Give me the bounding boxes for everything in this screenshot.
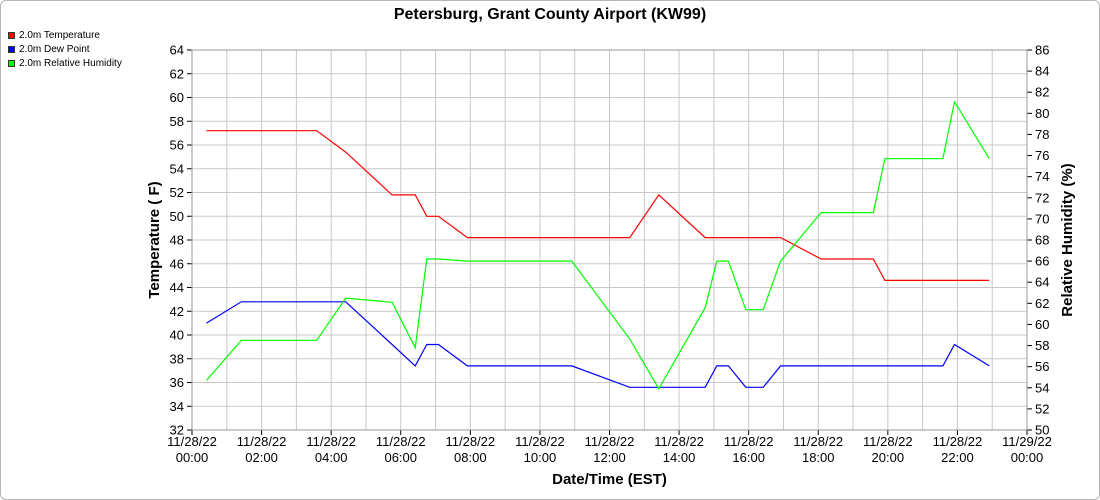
y-tick-label: 62 [170, 66, 184, 81]
x-tick-label-date: 11/28/22 [515, 434, 565, 449]
y-tick-label: 64 [170, 43, 184, 58]
series-line-dew-point [206, 301, 990, 388]
x-tick-label-time: 00:00 [176, 450, 209, 465]
x-tick-label-date: 11/28/22 [863, 434, 913, 449]
x-tick-label-time: 06:00 [384, 450, 417, 465]
legend-item-relative-humidity: 2.0m Relative Humidity [8, 56, 122, 70]
temperature-swatch [8, 31, 15, 39]
y2-tick-label: 66 [1035, 254, 1049, 269]
x-tick-label-date: 11/28/22 [237, 434, 287, 449]
x-tick-label-date: 11/28/22 [793, 434, 843, 449]
x-tick-label-date: 11/28/22 [933, 434, 983, 449]
y2-tick-label: 64 [1035, 275, 1049, 290]
series-line-relative-humidity [206, 100, 990, 390]
x-tick-label-time: 00:00 [1011, 450, 1044, 465]
y2-tick-label: 74 [1035, 169, 1049, 184]
x-tick-label-time: 02:00 [245, 450, 278, 465]
y-tick-label: 48 [170, 233, 184, 248]
y2-tick-label: 76 [1035, 148, 1049, 163]
y2-tick-label: 62 [1035, 296, 1049, 311]
y2-tick-label: 78 [1035, 127, 1049, 142]
x-tick-label-time: 04:00 [315, 450, 348, 465]
y-tick-label: 38 [170, 351, 184, 366]
x-tick-label-time: 20:00 [872, 450, 905, 465]
y-tick-label: 56 [170, 138, 184, 153]
x-tick-label-date: 11/28/22 [446, 434, 496, 449]
y2-tick-label: 72 [1035, 190, 1049, 205]
dew-point-swatch [8, 45, 15, 53]
y2-tick-label: 80 [1035, 106, 1049, 121]
y-tick-label: 32 [170, 423, 184, 438]
x-tick-label-time: 10:00 [524, 450, 557, 465]
y-tick-label: 34 [170, 399, 184, 414]
x-tick-label-date: 11/28/22 [376, 434, 426, 449]
series-line-temperature [206, 130, 990, 281]
y2-tick-label: 82 [1035, 85, 1049, 100]
y2-tick-label: 56 [1035, 359, 1049, 374]
x-tick-label-time: 12:00 [593, 450, 626, 465]
y-tick-label: 60 [170, 90, 184, 105]
legend-label-temperature: 2.0m Temperature [19, 29, 100, 41]
y2-tick-label: 54 [1035, 380, 1049, 395]
legend-item-temperature: 2.0m Temperature [8, 28, 122, 42]
legend-item-dew-point: 2.0m Dew Point [8, 42, 122, 56]
x-tick-label-time: 16:00 [732, 450, 765, 465]
x-tick-label-date: 11/28/22 [724, 434, 774, 449]
y2-tick-label: 70 [1035, 211, 1049, 226]
y-tick-label: 36 [170, 375, 184, 390]
x-tick-label-time: 22:00 [941, 450, 974, 465]
x-tick-label-date: 11/28/22 [585, 434, 635, 449]
y2-tick-label: 50 [1035, 423, 1049, 438]
y-tick-label: 54 [170, 161, 184, 176]
y-tick-label: 46 [170, 256, 184, 271]
y-axis-label: Temperature ( F) [146, 181, 163, 298]
x-tick-label-date: 11/28/22 [167, 434, 217, 449]
legend-label-dew-point: 2.0m Dew Point [19, 43, 90, 55]
y2-tick-label: 68 [1035, 233, 1049, 248]
plot-area-border [191, 49, 1028, 431]
y-tick-label: 52 [170, 185, 184, 200]
y2-tick-label: 86 [1035, 43, 1049, 58]
x-tick-label-date: 11/28/22 [306, 434, 356, 449]
x-tick-label-date: 11/29/22 [1002, 434, 1052, 449]
x-tick-label-time: 14:00 [663, 450, 696, 465]
legend-label-relative-humidity: 2.0m Relative Humidity [19, 57, 122, 69]
y2-tick-label: 60 [1035, 317, 1049, 332]
x-tick-label-time: 18:00 [802, 450, 835, 465]
relative-humidity-swatch [8, 59, 15, 67]
y2-tick-label: 84 [1035, 64, 1049, 79]
y2-tick-label: 58 [1035, 338, 1049, 353]
y2-tick-label: 52 [1035, 401, 1049, 416]
y-tick-label: 58 [170, 114, 184, 129]
chart-title: Petersburg, Grant County Airport (KW99) [394, 6, 706, 23]
y-tick-label: 42 [170, 304, 184, 319]
x-axis-label: Date/Time (EST) [552, 471, 667, 488]
y-tick-label: 50 [170, 209, 184, 224]
y-tick-label: 40 [170, 328, 184, 343]
legend: 2.0m Temperature 2.0m Dew Point 2.0m Rel… [8, 28, 122, 70]
y2-axis-label: Relative Humidity (%) [1059, 163, 1076, 316]
x-tick-label-date: 11/28/22 [654, 434, 704, 449]
x-tick-label-time: 08:00 [454, 450, 487, 465]
y-tick-label: 44 [170, 280, 184, 295]
